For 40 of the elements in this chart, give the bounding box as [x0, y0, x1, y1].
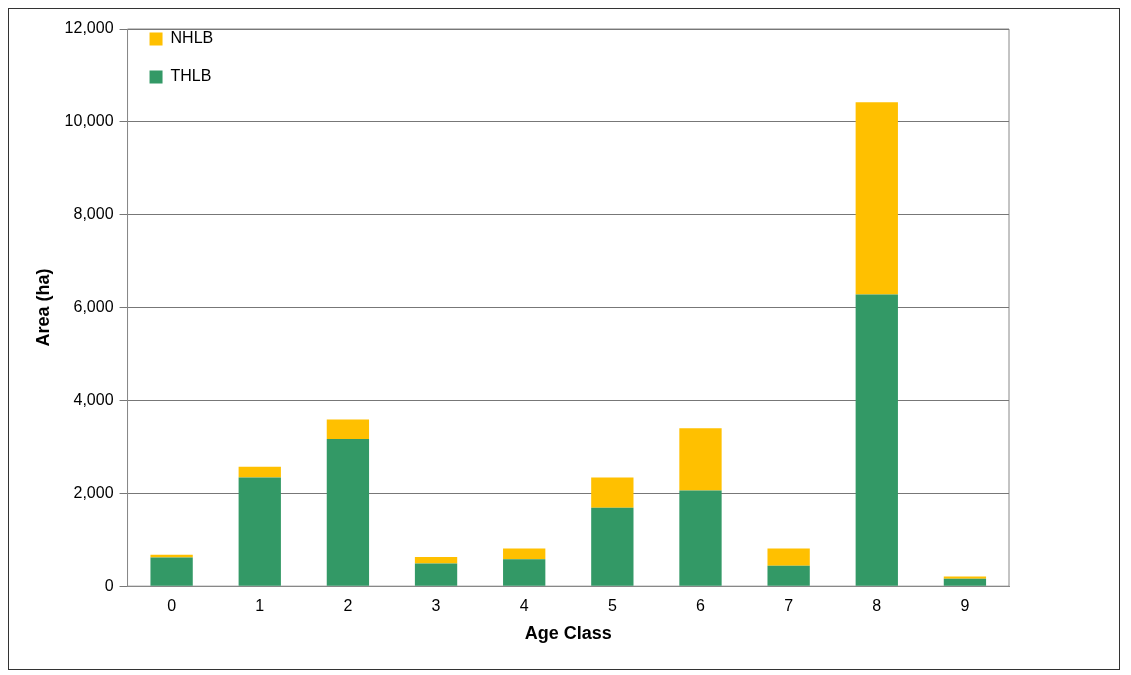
bar — [503, 559, 546, 586]
bar — [767, 548, 810, 566]
bar — [679, 490, 722, 586]
bar — [150, 557, 193, 586]
legend-label: THLB — [170, 67, 212, 85]
y-tick-label: 6,000 — [73, 298, 114, 316]
x-axis-title: Age Class — [524, 623, 612, 644]
x-tick-label: 5 — [607, 597, 617, 615]
bar — [943, 576, 987, 579]
x-tick-label: 4 — [519, 597, 529, 615]
bar — [591, 477, 634, 508]
bar — [414, 563, 458, 586]
legend-label: NHLB — [170, 29, 214, 47]
x-tick-label: 2 — [343, 597, 353, 615]
x-tick-label: 8 — [872, 597, 882, 615]
bar — [503, 548, 546, 560]
bar — [414, 556, 458, 564]
bar — [855, 294, 898, 586]
x-tick-label: 6 — [696, 597, 706, 615]
bar — [591, 507, 634, 586]
y-axis-title: Area (ha) — [32, 268, 53, 347]
x-tick-label: 7 — [784, 597, 794, 615]
y-tick-label: 10,000 — [64, 112, 114, 130]
x-tick-label: 1 — [255, 597, 265, 615]
y-tick-label: 2,000 — [73, 483, 114, 501]
y-tick-label: 8,000 — [73, 205, 114, 223]
x-tick-label: 3 — [431, 597, 441, 615]
bar — [679, 428, 722, 491]
bar — [326, 419, 370, 440]
bar — [767, 565, 810, 586]
bar — [943, 578, 987, 586]
x-tick-label: 0 — [167, 597, 177, 615]
bar — [238, 466, 281, 478]
bar — [238, 477, 281, 586]
x-tick-label: 9 — [960, 597, 970, 615]
y-tick-label: 4,000 — [73, 390, 114, 408]
y-tick-label: 0 — [104, 576, 114, 594]
bar — [326, 439, 370, 586]
bar — [855, 102, 898, 295]
y-tick-label: 12,000 — [64, 19, 114, 37]
